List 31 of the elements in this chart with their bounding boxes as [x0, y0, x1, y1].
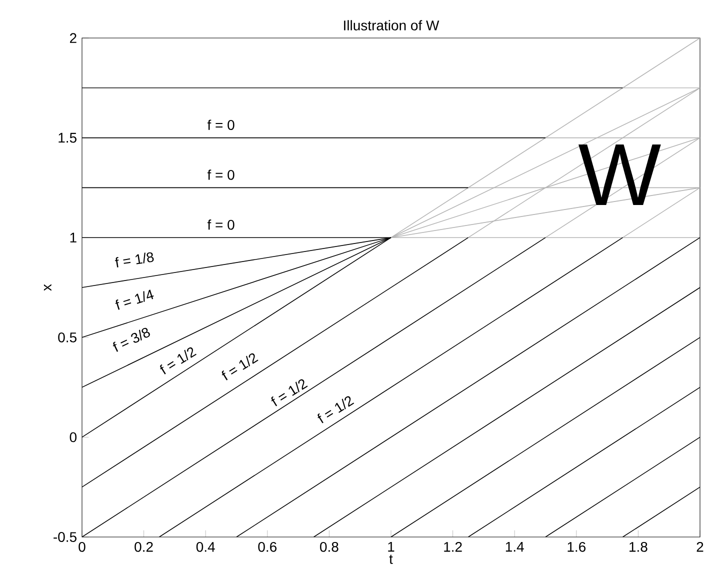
y-tick-label: -0.5: [54, 532, 76, 542]
chart-title: Illustration of W: [344, 20, 440, 30]
x-tick-label: 2: [696, 542, 704, 552]
x-tick-label: 0.6: [258, 542, 277, 552]
x-tick-label: 1.2: [444, 542, 462, 552]
y-tick-label: 0: [70, 432, 77, 442]
x-tick-label: 0.8: [320, 542, 338, 552]
annotation: f = 0: [207, 120, 234, 130]
x-tick-label: 0.2: [134, 542, 153, 552]
x-axis-title: t: [389, 554, 393, 564]
y-tick-label: 2: [70, 33, 76, 43]
x-tick-label: 0: [78, 542, 86, 552]
x-tick-label: 1.6: [568, 542, 586, 552]
annotation: f = 0: [207, 170, 234, 180]
annotation: f = 0: [207, 220, 234, 230]
y-tick-label: 1.5: [58, 132, 76, 143]
y-tick-label: 0.5: [58, 332, 76, 342]
annotation: f = 3/8: [112, 328, 150, 352]
annotation: f = 1/2: [318, 396, 354, 424]
annotation: f = 1/2: [271, 379, 308, 406]
annotation: W: [578, 144, 661, 205]
annotation: f = 1/2: [222, 353, 258, 380]
x-tick-label: 1.4: [506, 542, 524, 552]
annotation: f = 1/8: [114, 252, 154, 268]
x-tick-label: 0.4: [196, 542, 215, 552]
y-tick-label: 1: [70, 232, 76, 242]
annotation: f = 1/4: [115, 290, 154, 310]
x-tick-label: 1.8: [630, 542, 648, 552]
x-tick-label: 1: [388, 542, 394, 552]
annotation: f = 1/2: [160, 347, 197, 374]
y-axis-title: x: [44, 284, 52, 291]
